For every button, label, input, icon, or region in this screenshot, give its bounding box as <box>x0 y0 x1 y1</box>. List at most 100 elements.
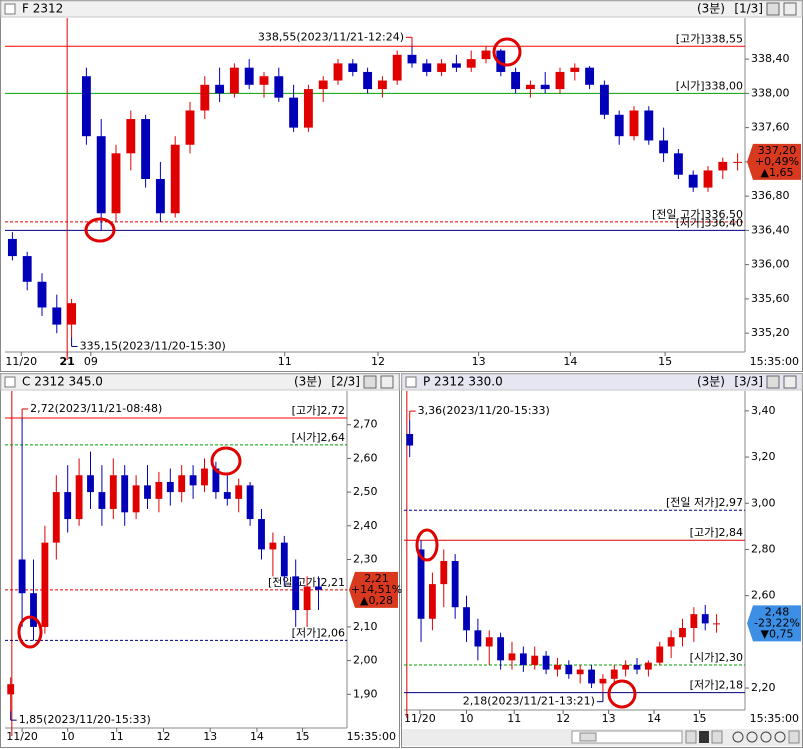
toolbar-button[interactable] <box>788 730 800 744</box>
x-tick-label: 09 <box>84 355 98 368</box>
candle-body <box>52 492 60 543</box>
candle-body <box>713 623 720 625</box>
title-bar <box>0 373 400 391</box>
toolbar-button[interactable] <box>699 731 709 743</box>
x-tick-label: 14 <box>563 355 577 368</box>
candle-body <box>333 63 343 81</box>
candle-body <box>701 614 709 624</box>
level-label: [전일 고가]2,21 <box>268 575 345 589</box>
candle-body <box>121 475 129 513</box>
candle-body <box>185 110 195 145</box>
candle-body <box>111 153 121 214</box>
level-label: [시가]2,30 <box>690 651 743 664</box>
candle-body <box>540 84 550 90</box>
y-tick-label: 2,60 <box>751 589 776 602</box>
checkbox[interactable] <box>4 376 16 388</box>
y-tick-label: 2,70 <box>353 418 378 431</box>
candle-body <box>718 161 728 171</box>
candle-body <box>406 433 414 446</box>
candle-body <box>155 481 163 499</box>
candle-body <box>170 144 180 214</box>
x-tick-label: 10 <box>61 730 75 743</box>
circle-annotation <box>210 446 242 476</box>
candle-body <box>22 256 32 282</box>
candle-body <box>144 485 151 499</box>
y-tick-label: 2,00 <box>353 654 378 667</box>
time-label: 15:35:00 <box>750 355 799 368</box>
checkbox[interactable] <box>4 3 16 15</box>
candle-body <box>292 576 300 611</box>
close-button[interactable] <box>380 375 394 389</box>
candle-body <box>610 669 618 679</box>
close-button[interactable] <box>783 375 797 389</box>
candle-body <box>37 281 47 308</box>
y-tick-label: 338,00 <box>751 86 790 99</box>
candle-body <box>7 684 15 695</box>
candle-body <box>565 664 573 675</box>
candle-body <box>98 492 106 509</box>
candle-body <box>200 84 210 111</box>
candle-body <box>201 468 208 486</box>
candle-body <box>318 80 328 90</box>
panel-title: F 2312 <box>22 2 63 16</box>
candle-body <box>212 468 220 493</box>
scrollbar[interactable] <box>571 730 683 744</box>
toolbar-button[interactable] <box>685 730 697 744</box>
window-button[interactable] <box>766 375 780 389</box>
candle-body <box>688 174 698 188</box>
candle-body <box>451 63 461 68</box>
annotation-circles <box>17 37 637 709</box>
last-price-box <box>349 571 398 608</box>
candle-body <box>422 63 432 72</box>
candle-body <box>30 593 37 627</box>
level-label: [고가]2,72 <box>292 404 345 417</box>
zoom-button[interactable] <box>732 731 744 743</box>
x-tick-label: 13 <box>472 355 486 368</box>
candle-body <box>280 542 288 577</box>
candle-body <box>363 71 373 90</box>
candle-body <box>599 678 607 684</box>
candle-body <box>81 76 91 137</box>
window-button[interactable] <box>766 2 780 16</box>
x-tick-label: 11/20 <box>5 355 37 368</box>
candle-body <box>303 89 313 128</box>
close-button[interactable] <box>783 2 797 16</box>
marker-label: 3,36(2023/11/20-15:33) <box>418 404 550 417</box>
change-pct: +0,49% <box>755 155 799 168</box>
candle-body <box>215 84 225 94</box>
candle-body <box>659 140 669 154</box>
zoom-button[interactable] <box>774 731 786 743</box>
level-label: [전일 고가]336,50 <box>652 207 743 221</box>
level-label: [시가]338,00 <box>676 79 743 92</box>
candle-body <box>667 637 675 647</box>
candle-body <box>511 71 521 90</box>
y-tick-label: 2,20 <box>751 681 776 694</box>
marker-label: 2,18(2023/11/21-13:21) <box>463 695 595 708</box>
last-price-box <box>747 605 801 642</box>
y-tick-label: 2,60 <box>353 451 378 464</box>
zoom-button[interactable] <box>760 731 772 743</box>
candle-body <box>87 475 94 493</box>
title-bar <box>0 0 803 18</box>
x-tick-label: 11 <box>507 712 521 725</box>
x-tick-label: 21 <box>60 355 75 368</box>
candle-body <box>466 59 476 68</box>
y-tick-label: 2,40 <box>353 519 378 532</box>
candle-body <box>485 637 493 647</box>
candle-body <box>629 110 639 137</box>
zoom-button[interactable] <box>746 731 758 743</box>
candle-body <box>141 119 151 180</box>
candle-body <box>451 561 459 608</box>
y-tick-label: 336,40 <box>751 223 790 236</box>
toolbar-button[interactable] <box>711 730 723 744</box>
candle-body <box>289 97 299 128</box>
last-price: 2,48 <box>765 605 790 618</box>
y-tick-label: 337,60 <box>751 121 790 134</box>
x-tick-label: 10 <box>460 712 474 725</box>
candle-body <box>733 161 743 163</box>
checkbox[interactable] <box>405 376 417 388</box>
x-tick-label: 15 <box>693 712 707 725</box>
window-button[interactable] <box>363 375 377 389</box>
scroll-thumb[interactable] <box>579 732 597 742</box>
